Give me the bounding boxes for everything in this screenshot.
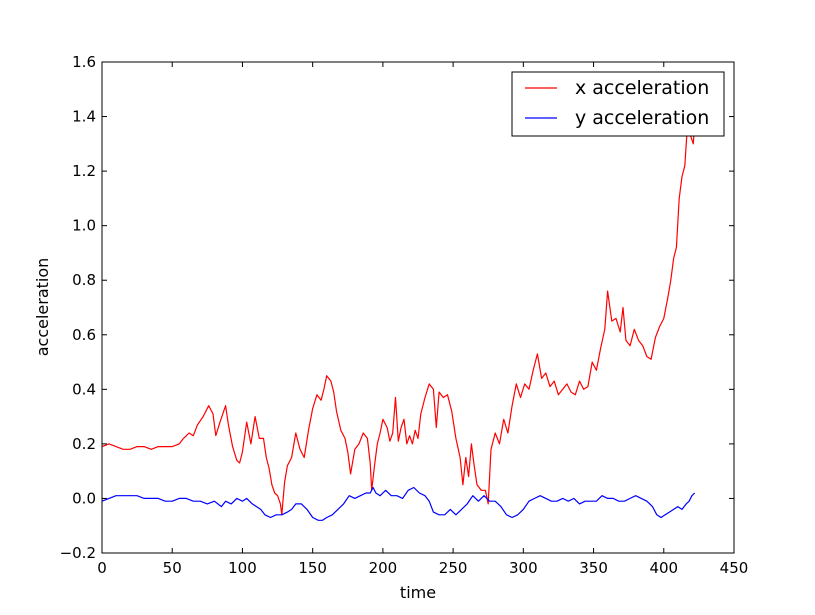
x-tick-label: 0 (97, 559, 107, 577)
series-line-y-acceleration (101, 486, 696, 521)
y-tick-label: 0.8 (72, 271, 96, 289)
x-tick-label: 200 (369, 559, 398, 577)
y-tick-label: 1.6 (72, 53, 96, 71)
x-tick-label: 350 (579, 559, 608, 577)
x-axis-label: time (400, 583, 436, 602)
legend-label-x-acceleration: x acceleration (575, 77, 709, 99)
y-tick-label: 0.2 (72, 435, 96, 453)
series-line-x-acceleration (101, 121, 696, 516)
ticks-layer: 0 50 100 150 200 250 300 350 400 450 −0.2 0.0 0.2 0.4… (60, 53, 749, 577)
x-tick-label: 300 (509, 559, 538, 577)
y-tick-label: 0.4 (72, 380, 96, 398)
x-tick-label: 400 (649, 559, 678, 577)
x-tick-label: 150 (298, 559, 327, 577)
x-tick-label: 100 (228, 559, 257, 577)
y-tick-label: 1.0 (72, 217, 96, 235)
y-axis-label: acceleration (33, 258, 52, 357)
x-tick-label: 450 (720, 559, 749, 577)
plot-area (102, 62, 734, 553)
series-layer (101, 121, 696, 521)
y-tick-label: 1.4 (72, 108, 96, 126)
y-tick-label: 0.0 (72, 489, 96, 507)
y-tick-label: 1.2 (72, 162, 96, 180)
y-tick-label: 0.6 (72, 326, 96, 344)
x-tick-label: 50 (163, 559, 182, 577)
x-tick-label: 250 (439, 559, 468, 577)
legend: x acceleration y acceleration (511, 71, 725, 137)
legend-label-y-acceleration: y acceleration (575, 107, 709, 129)
y-tick-label: −0.2 (60, 544, 96, 562)
legend-box (511, 71, 725, 137)
plot-frame (101, 61, 735, 554)
